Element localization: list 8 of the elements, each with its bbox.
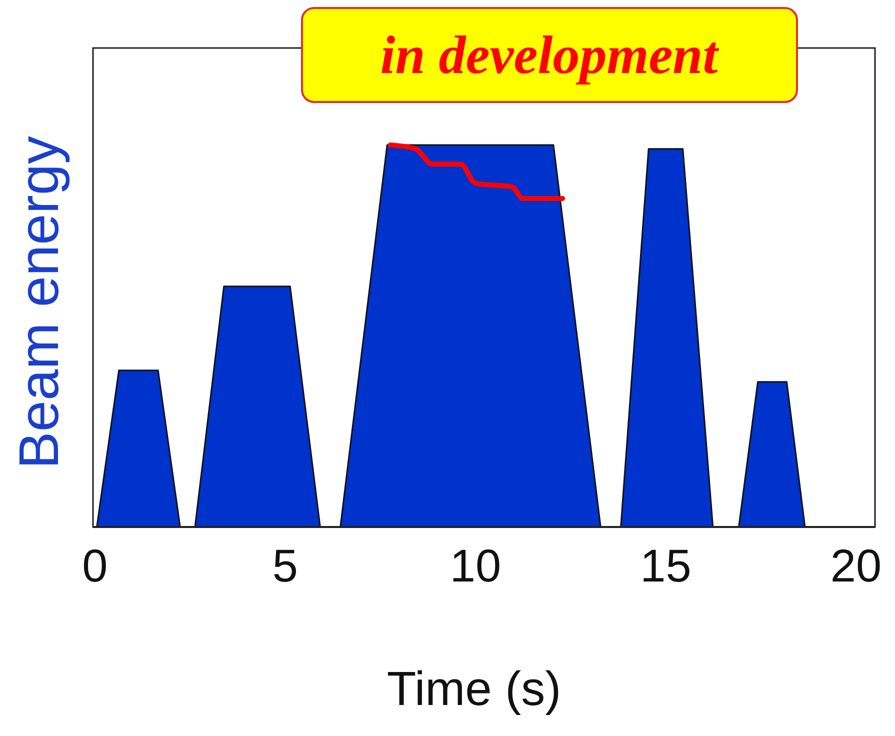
x-tick-label: 20 <box>830 540 882 592</box>
x-tick-label: 0 <box>82 540 108 592</box>
x-axis-title: Time (s) <box>386 663 562 716</box>
x-tick-label: 15 <box>640 540 692 592</box>
x-tick-label: 10 <box>450 540 502 592</box>
x-tick-label: 5 <box>272 540 298 592</box>
text: in development <box>380 25 720 85</box>
y-axis-title: Beam energy <box>7 136 70 470</box>
